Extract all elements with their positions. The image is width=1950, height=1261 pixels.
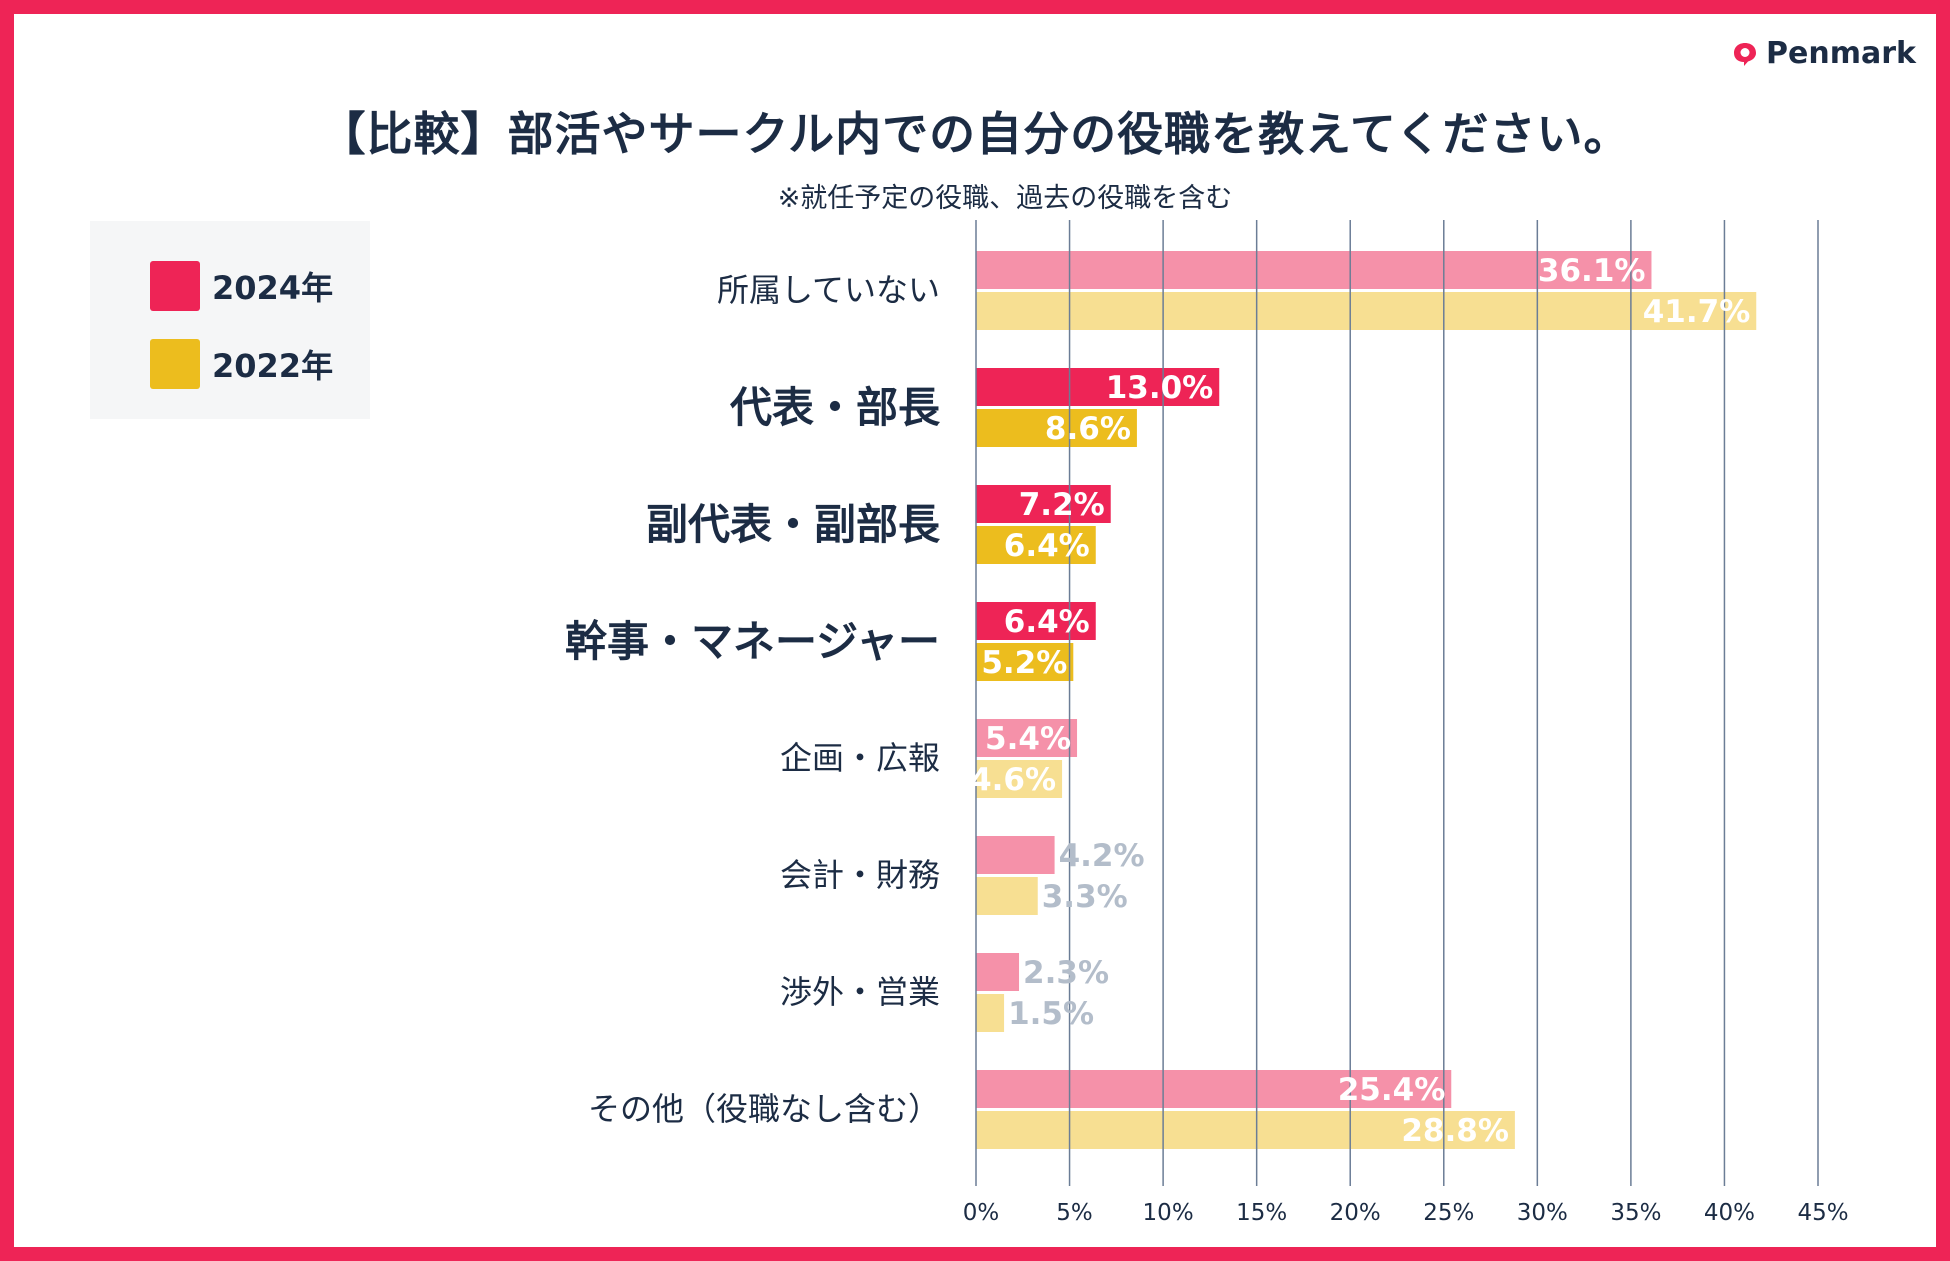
- value-label-2022-4: 4.6%: [970, 762, 1056, 798]
- x-tick-label-7: 35%: [1610, 1200, 1661, 1226]
- value-label-2024-6: 2.3%: [1023, 955, 1109, 991]
- value-label-2024-1: 13.0%: [1106, 370, 1214, 406]
- x-tick-label-0: 0%: [963, 1200, 1000, 1226]
- chart-title: 【比較】部活やサークル内での自分の役職を教えてください。: [319, 107, 1631, 161]
- bar-2024-3: [976, 602, 1096, 640]
- category-label-7: その他（役職なし含む）: [588, 1090, 940, 1128]
- value-label-2022-1: 8.6%: [1045, 411, 1131, 447]
- value-label-2022-5: 3.3%: [1042, 879, 1128, 915]
- value-label-2024-2: 7.2%: [1019, 487, 1105, 523]
- value-label-2022-2: 6.4%: [1004, 528, 1090, 564]
- bar-2024-5: [976, 836, 1055, 874]
- bar-2024-2: [976, 485, 1111, 523]
- value-label-2024-3: 6.4%: [1004, 604, 1090, 640]
- brand-name: Penmark: [1766, 36, 1916, 71]
- category-label-5: 会計・財務: [780, 856, 940, 894]
- x-tick-label-1: 5%: [1056, 1200, 1093, 1226]
- legend-label-2024: 2024年: [212, 269, 334, 307]
- bar-2024-0: [976, 251, 1652, 289]
- chart-subtitle-text: ※就任予定の役職、過去の役職を含む: [777, 183, 1233, 214]
- bar-2024-4: [976, 719, 1078, 757]
- brand-logo: Penmark: [1732, 36, 1916, 71]
- category-label-2: 副代表・副部長: [646, 500, 941, 549]
- legend-item-2022: 2022年: [150, 339, 333, 389]
- legend: 2024年 2022年: [90, 221, 370, 419]
- bar-2022-6: [976, 994, 1005, 1032]
- chart-subtitle: ※就任予定の役職、過去の役職を含む: [0, 176, 1950, 215]
- category-label-3: 幹事・マネージャー: [565, 617, 940, 666]
- legend-swatch-2022: [150, 339, 200, 389]
- bar-2024-6: [976, 953, 1020, 991]
- bar-2022-2: [976, 526, 1096, 564]
- x-tick-label-6: 30%: [1517, 1200, 1568, 1226]
- value-label-2024-0: 36.1%: [1538, 253, 1646, 289]
- chat-bubble-icon: [1734, 42, 1757, 66]
- bar-2022-5: [976, 877, 1038, 915]
- bar-2024-1: [976, 368, 1220, 406]
- x-tick-label-4: 20%: [1330, 1200, 1381, 1226]
- value-label-2022-6: 1.5%: [1008, 996, 1094, 1032]
- bar-2022-7: [976, 1111, 1515, 1149]
- x-tick-label-2: 10%: [1143, 1200, 1194, 1226]
- legend-swatch-2024: [150, 261, 200, 311]
- x-tick-label-9: 45%: [1797, 1200, 1848, 1226]
- bar-2022-0: [976, 292, 1757, 330]
- category-label-6: 渉外・営業: [780, 973, 940, 1011]
- category-label-0: 所属していない: [717, 271, 940, 309]
- category-label-4: 企画・広報: [780, 739, 940, 777]
- x-tick-label-8: 40%: [1704, 1200, 1755, 1226]
- value-label-2024-5: 4.2%: [1059, 838, 1145, 874]
- category-label-1: 代表・部長: [729, 383, 941, 432]
- value-label-2024-4: 5.4%: [985, 721, 1071, 757]
- x-tick-label-3: 15%: [1236, 1200, 1287, 1226]
- value-label-2022-7: 28.8%: [1401, 1113, 1509, 1149]
- value-label-2022-3: 5.2%: [981, 645, 1067, 681]
- value-label-2024-7: 25.4%: [1338, 1072, 1446, 1108]
- value-label-2022-0: 41.7%: [1643, 294, 1751, 330]
- bar-2022-4: [976, 760, 1063, 798]
- bar-2022-3: [976, 643, 1074, 681]
- x-tick-label-5: 25%: [1423, 1200, 1474, 1226]
- legend-label-2022: 2022年: [212, 347, 334, 385]
- bar-2022-1: [976, 409, 1137, 447]
- bar-2024-7: [976, 1070, 1452, 1108]
- legend-item-2024: 2024年: [150, 261, 333, 311]
